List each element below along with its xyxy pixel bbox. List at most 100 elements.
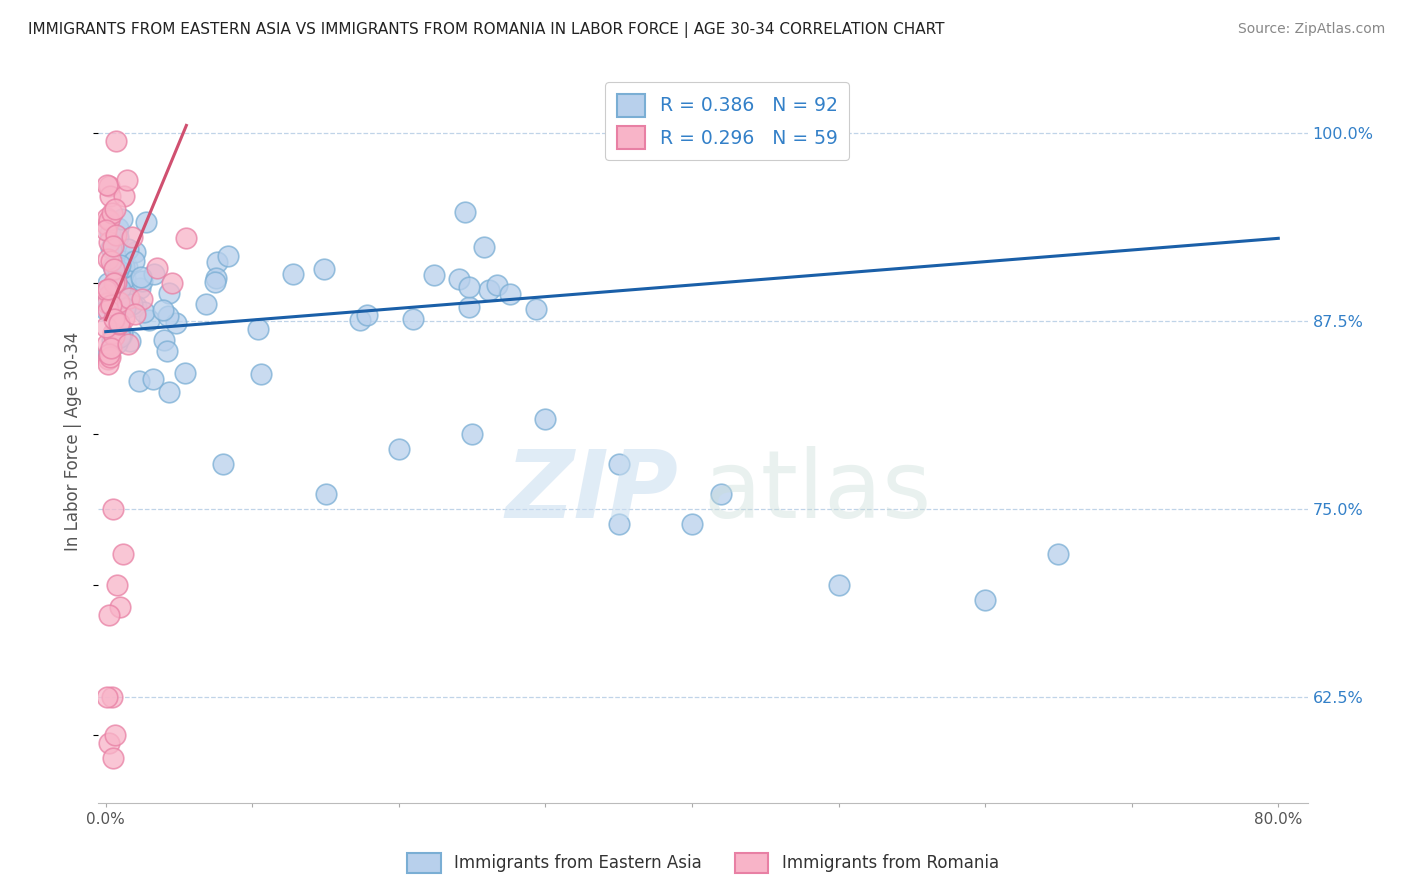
Point xyxy=(710,487,733,501)
Point xyxy=(103,329,125,343)
Point xyxy=(160,277,183,291)
Point xyxy=(97,303,120,318)
Point xyxy=(124,244,146,259)
Point xyxy=(100,341,122,355)
Point xyxy=(101,502,124,516)
Point xyxy=(152,333,174,347)
Point xyxy=(107,311,129,326)
Point xyxy=(117,292,139,306)
Point xyxy=(458,301,481,315)
Point xyxy=(96,295,118,310)
Point xyxy=(97,607,120,622)
Point xyxy=(111,327,134,342)
Point xyxy=(217,249,239,263)
Point xyxy=(103,238,125,252)
Point xyxy=(131,269,153,284)
Point xyxy=(103,728,125,742)
Point xyxy=(104,275,127,289)
Point xyxy=(103,276,125,290)
Point xyxy=(388,442,411,456)
Point xyxy=(138,312,160,326)
Point xyxy=(101,206,124,220)
Point xyxy=(104,326,127,341)
Point xyxy=(315,487,337,501)
Point xyxy=(96,178,118,192)
Point xyxy=(111,288,134,302)
Point xyxy=(98,350,121,364)
Point xyxy=(110,277,132,292)
Point xyxy=(107,230,129,244)
Point xyxy=(205,271,228,285)
Point xyxy=(98,288,121,302)
Point xyxy=(101,259,124,273)
Point xyxy=(112,287,135,301)
Point xyxy=(142,267,165,281)
Point xyxy=(125,299,148,313)
Point xyxy=(112,260,135,275)
Point xyxy=(105,336,128,351)
Point xyxy=(974,592,997,607)
Point xyxy=(472,240,495,254)
Point xyxy=(111,261,134,276)
Point xyxy=(110,258,132,272)
Point xyxy=(146,261,169,276)
Point xyxy=(111,326,134,340)
Point xyxy=(107,577,129,591)
Point xyxy=(97,351,120,366)
Point xyxy=(110,600,132,615)
Point xyxy=(115,278,138,293)
Point xyxy=(97,179,120,194)
Point xyxy=(121,230,143,244)
Point xyxy=(607,457,630,471)
Point xyxy=(108,330,131,344)
Point xyxy=(115,260,138,275)
Point xyxy=(212,457,235,471)
Point xyxy=(96,218,118,232)
Point xyxy=(131,292,153,306)
Legend: Immigrants from Eastern Asia, Immigrants from Romania: Immigrants from Eastern Asia, Immigrants… xyxy=(401,847,1005,880)
Point xyxy=(108,318,131,332)
Legend: R = 0.386   N = 92, R = 0.296   N = 59: R = 0.386 N = 92, R = 0.296 N = 59 xyxy=(606,82,849,160)
Point xyxy=(524,301,547,316)
Point xyxy=(607,517,630,532)
Point xyxy=(247,322,270,336)
Point xyxy=(98,235,121,249)
Point xyxy=(104,277,127,291)
Point xyxy=(128,374,150,388)
Point xyxy=(173,366,195,380)
Point xyxy=(458,280,481,294)
Point xyxy=(104,202,127,217)
Point xyxy=(681,517,703,532)
Point xyxy=(402,311,425,326)
Point xyxy=(97,357,120,371)
Text: ZIP: ZIP xyxy=(506,446,679,538)
Point xyxy=(281,267,304,281)
Point xyxy=(100,254,122,268)
Point xyxy=(96,303,118,318)
Point xyxy=(157,285,180,300)
Point xyxy=(94,283,117,297)
Point xyxy=(98,227,121,241)
Point xyxy=(100,297,122,311)
Point xyxy=(97,347,120,361)
Point xyxy=(128,281,150,295)
Point xyxy=(108,316,131,330)
Point xyxy=(98,347,121,361)
Point xyxy=(314,262,336,277)
Point xyxy=(461,427,484,442)
Point xyxy=(423,268,446,282)
Point xyxy=(827,577,849,591)
Point xyxy=(112,253,135,268)
Point xyxy=(118,334,141,348)
Y-axis label: In Labor Force | Age 30-34: In Labor Force | Age 30-34 xyxy=(65,332,83,551)
Point xyxy=(114,301,136,316)
Point xyxy=(114,270,136,285)
Point xyxy=(101,239,124,253)
Point xyxy=(103,261,125,276)
Point xyxy=(478,283,501,297)
Point xyxy=(97,736,120,750)
Point xyxy=(121,297,143,311)
Point xyxy=(115,173,138,187)
Point xyxy=(1047,548,1070,562)
Point xyxy=(117,242,139,256)
